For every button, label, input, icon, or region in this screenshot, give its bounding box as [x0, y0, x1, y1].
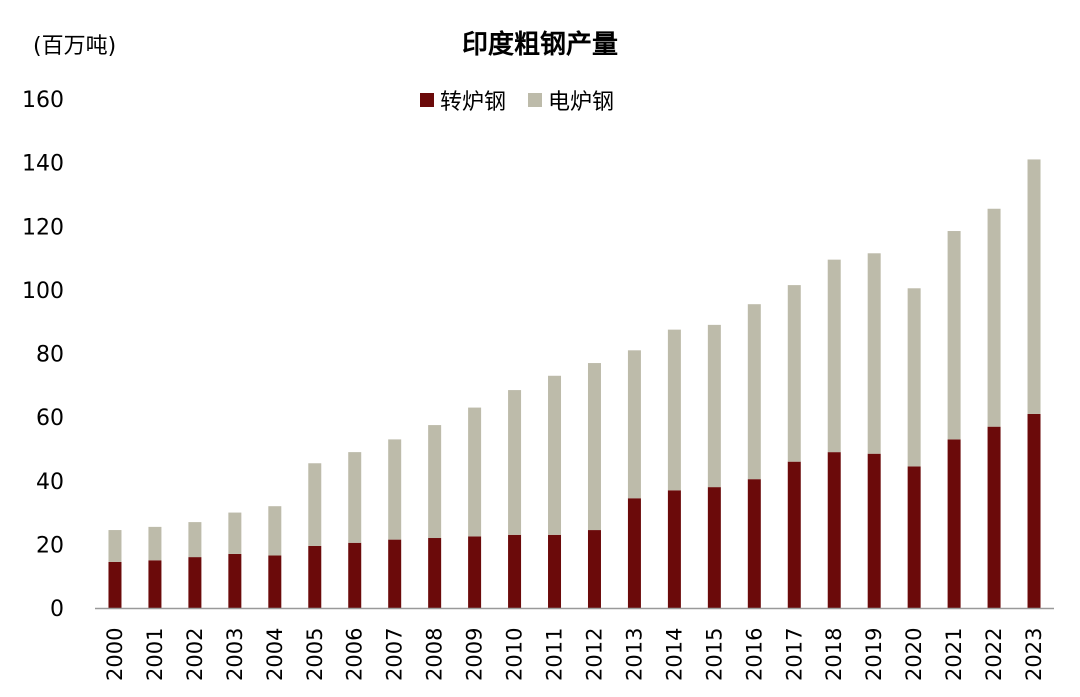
x-tick-label: 2010	[503, 628, 527, 681]
x-tick-label: 2016	[742, 628, 766, 681]
bar-eaf	[308, 463, 322, 546]
bar-eaf	[148, 526, 162, 561]
bar-bof	[587, 530, 601, 608]
bar-eaf	[348, 452, 362, 543]
x-tick-label: 2013	[622, 628, 646, 681]
y-tick-label: 40	[36, 470, 64, 495]
unit-label: (百万吨)	[33, 34, 117, 59]
bar-bof	[268, 555, 282, 608]
bar-eaf	[987, 208, 1001, 427]
x-tick-label: 2009	[463, 628, 487, 681]
y-tick-label: 140	[22, 152, 64, 177]
bar-eaf	[627, 350, 641, 499]
x-tick-label: 2012	[582, 628, 606, 681]
x-tick-label: 2005	[303, 628, 327, 681]
chart-title: 印度粗钢产量	[461, 30, 618, 60]
bar-bof	[747, 479, 761, 608]
bar-eaf	[268, 506, 282, 556]
x-tick-label: 2022	[982, 628, 1006, 681]
legend: 转炉钢 电炉钢	[420, 84, 636, 116]
bar-bof	[388, 539, 402, 608]
bar-bof	[508, 534, 522, 608]
bar-eaf	[787, 285, 801, 462]
bar-eaf	[827, 259, 841, 453]
bar-bof	[428, 538, 442, 608]
x-tick-label: 2007	[383, 628, 407, 681]
y-tick-label: 160	[22, 88, 64, 113]
x-tick-label: 2023	[1022, 628, 1046, 681]
legend-label-eaf: 电炉钢	[548, 90, 615, 115]
bar-eaf	[228, 512, 242, 554]
legend-item-eaf: 电炉钢	[528, 84, 614, 116]
bar-bof	[627, 498, 641, 608]
bar-bof	[308, 545, 322, 608]
bar-eaf	[468, 407, 482, 537]
bar-bof	[667, 490, 681, 608]
y-tick-label: 100	[22, 279, 64, 304]
bar-bof	[148, 560, 162, 608]
bar-bof	[108, 561, 122, 608]
bar-bof	[468, 536, 482, 608]
x-tick-label: 2020	[902, 628, 926, 681]
bar-bof	[987, 426, 1001, 608]
bar-eaf	[667, 329, 681, 491]
bar-bof	[947, 439, 961, 608]
x-tick-label: 2021	[942, 628, 966, 681]
bar-eaf	[428, 425, 442, 539]
bar-bof	[707, 487, 721, 608]
x-tick-label: 2004	[263, 628, 287, 681]
bar-bof	[1027, 413, 1041, 608]
bar-eaf	[907, 288, 921, 467]
x-tick-label: 2014	[662, 628, 686, 681]
bar-eaf	[508, 390, 522, 535]
x-tick-label: 2001	[143, 628, 167, 681]
x-tick-label: 2011	[543, 628, 567, 681]
bar-bof	[188, 557, 202, 608]
legend-label-bof: 转炉钢	[440, 90, 507, 115]
x-tick-label: 2006	[343, 628, 367, 681]
x-tick-label: 2018	[822, 628, 846, 681]
bar-eaf	[1027, 159, 1041, 414]
bar-eaf	[947, 231, 961, 440]
bar-bof	[827, 452, 841, 608]
x-tick-label: 2017	[782, 628, 806, 681]
bar-eaf	[188, 522, 202, 558]
bar-bof	[787, 461, 801, 608]
x-tick-label: 2008	[423, 628, 447, 681]
bar-eaf	[707, 324, 721, 488]
legend-swatch-eaf	[528, 93, 543, 107]
y-tick-label: 60	[36, 406, 64, 431]
bar-bof	[548, 534, 562, 608]
bar-eaf	[388, 439, 402, 540]
y-tick-label: 0	[50, 597, 64, 622]
x-tick-label: 2002	[183, 628, 207, 681]
x-tick-label: 2003	[223, 628, 247, 681]
bar-eaf	[747, 304, 761, 480]
bar-bof	[907, 466, 921, 608]
bar-bof	[348, 542, 362, 608]
x-tick-label: 2019	[862, 628, 886, 681]
x-tick-label: 2015	[702, 628, 726, 681]
x-tick-label: 2000	[103, 628, 127, 681]
bar-eaf	[548, 375, 562, 535]
y-tick-label: 20	[36, 533, 64, 558]
bar-bof	[867, 453, 881, 608]
legend-swatch-bof	[420, 93, 434, 107]
y-tick-label: 120	[22, 215, 64, 240]
y-tick-label: 80	[36, 343, 64, 368]
bar-bof	[228, 553, 242, 608]
bar-eaf	[587, 363, 601, 531]
legend-item-bof: 转炉钢	[420, 84, 506, 116]
bar-eaf	[108, 530, 122, 562]
bar-eaf	[867, 253, 881, 454]
